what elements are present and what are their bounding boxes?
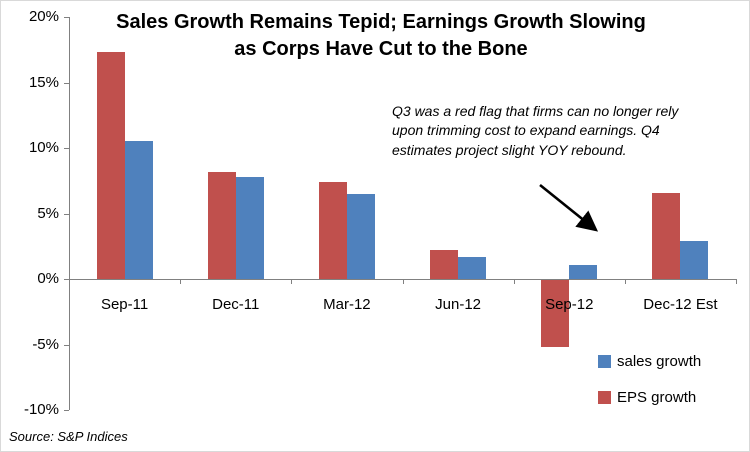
legend-label-sales-growth: sales growth [617, 353, 702, 370]
bar-eps-growth-dec-11 [207, 171, 236, 279]
bar-sales-growth-dec-12-est [680, 241, 709, 279]
legend-item-eps-growth: EPS growth [598, 389, 701, 406]
y-axis-tick [64, 410, 69, 411]
chart-title-line2: as Corps Have Cut to the Bone [234, 38, 528, 60]
y-axis-tick [64, 82, 69, 84]
y-axis-tick [64, 279, 69, 280]
bar-sales-growth-sep-11 [124, 141, 153, 279]
legend-swatch-sales-growth [598, 355, 611, 368]
legend-label-eps-growth: EPS growth [617, 389, 697, 406]
x-axis-tick [402, 279, 404, 284]
x-axis-tick [180, 279, 182, 284]
x-axis-tick [69, 279, 70, 284]
x-axis-tick [624, 279, 626, 284]
chart-title-line1: Sales Growth Remains Tepid; Earnings Gro… [116, 11, 646, 33]
x-axis-category-label: Sep-11 [100, 296, 149, 313]
x-axis-tick [291, 279, 293, 284]
bar-eps-growth-sep-11 [96, 52, 125, 279]
x-axis-category-label: Jun-12 [435, 296, 482, 313]
y-axis-tick-label: 20% [28, 8, 59, 25]
bar-eps-growth-jun-12 [430, 250, 459, 279]
y-axis-tick [64, 213, 69, 215]
bar-sales-growth-jun-12 [458, 256, 487, 279]
y-axis-tick-label: -5% [32, 335, 59, 353]
bar-eps-growth-sep-12 [541, 280, 570, 347]
legend: sales growth EPS growth [598, 353, 701, 406]
y-axis-tick [64, 148, 69, 149]
x-axis-tick [736, 279, 737, 284]
source-note: Source: S&P Indices [9, 429, 128, 444]
bar-eps-growth-dec-12-est [652, 192, 681, 279]
annotation-text: Q3 was a red flag that firms can no long… [392, 103, 679, 158]
y-axis-tick [64, 17, 69, 18]
y-axis-tick-label: 10% [28, 139, 59, 156]
x-axis-category-label: Dec-12 Est [643, 296, 718, 313]
bar-eps-growth-mar-12 [318, 182, 347, 279]
y-axis-tick-label: 5% [37, 204, 59, 222]
y-axis-tick-label: 0% [37, 270, 59, 287]
chart-title: Sales Growth Remains Tepid; Earnings Gro… [71, 9, 691, 63]
y-axis-tick-label: 15% [28, 73, 59, 91]
legend-item-sales-growth: sales growth [598, 353, 701, 370]
x-axis-category-label: Sep-12 [545, 296, 594, 313]
x-axis-category-label: Dec-11 [212, 296, 260, 313]
x-axis-tick [513, 279, 515, 284]
y-axis-tick-label: -10% [23, 401, 59, 418]
y-axis-tick [64, 344, 69, 346]
x-axis-category-label: Mar-12 [323, 296, 371, 313]
y-axis-line [69, 17, 70, 410]
bar-sales-growth-mar-12 [346, 193, 375, 279]
legend-swatch-eps-growth [598, 391, 611, 404]
bar-sales-growth-dec-11 [235, 176, 264, 279]
annotation-arrow [539, 183, 599, 232]
bar-sales-growth-sep-12 [569, 264, 598, 279]
